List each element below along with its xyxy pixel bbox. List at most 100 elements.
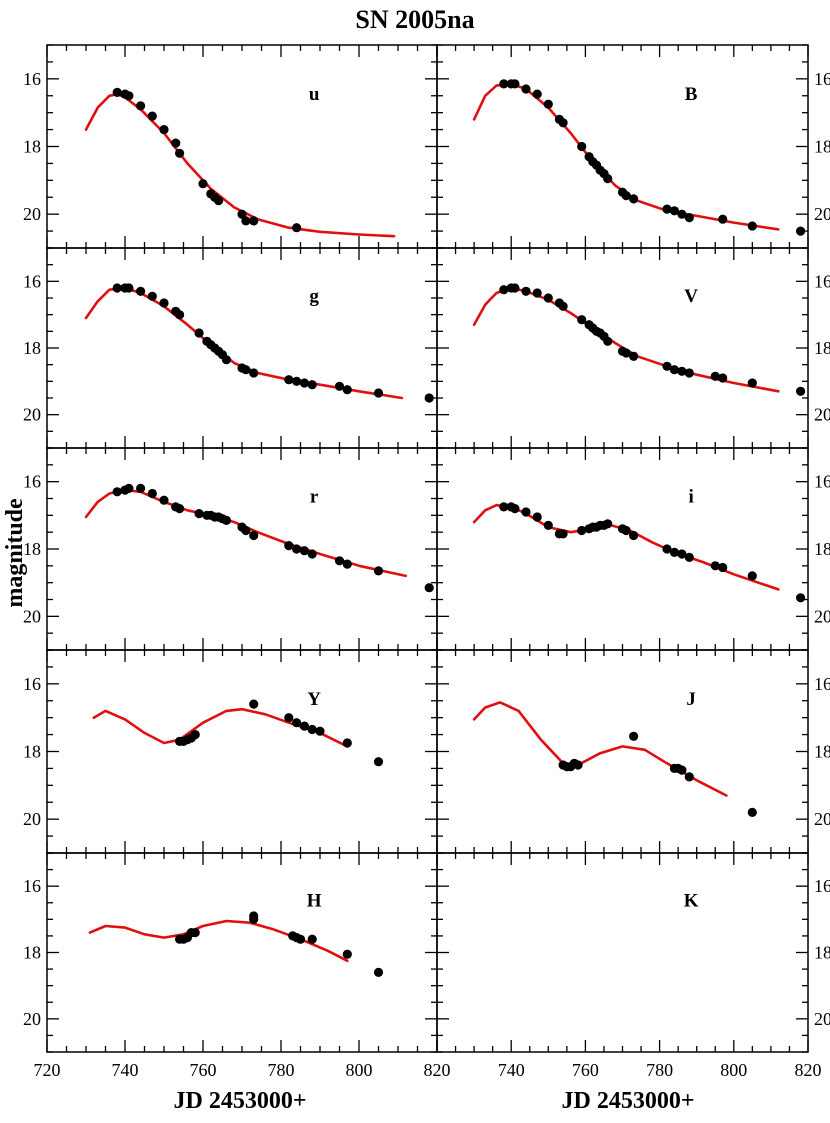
panel-g-data-point xyxy=(194,328,204,338)
panel-K: 16 18 20 K xyxy=(436,852,830,1053)
y-tick-label: 20 xyxy=(814,809,830,829)
panel-r-data-point xyxy=(136,483,146,493)
panel-Y-fit-curve xyxy=(92,707,349,748)
panel-i-data-point xyxy=(677,549,687,559)
panel-J-fit-curve xyxy=(472,701,728,797)
panel-B-data-point xyxy=(629,194,639,204)
panel-V-data-point xyxy=(558,301,568,311)
panel-r-data-point xyxy=(249,530,259,541)
x-tick-label: 780 xyxy=(268,1060,295,1080)
panel-J-data-point xyxy=(747,807,757,818)
panel-g-data-point xyxy=(241,365,251,375)
panel-Y-data-point xyxy=(284,713,294,723)
panel-i-data-point xyxy=(510,504,520,514)
panel-u-data xyxy=(84,87,396,238)
panel-V-data-point xyxy=(543,293,553,303)
panel-H-data-point xyxy=(373,967,384,978)
panel-H-data-point xyxy=(295,934,306,944)
panel-u-data-point xyxy=(241,216,251,226)
y-tick-label: 16 xyxy=(814,674,830,694)
panel-Y-data-point xyxy=(373,757,384,767)
y-tick-label: 20 xyxy=(814,606,830,626)
y-tick-label: 20 xyxy=(23,405,41,425)
panel-u-data-point xyxy=(159,125,169,135)
panel-g-fit-curve xyxy=(84,286,404,400)
panel-r-data-point xyxy=(221,515,231,526)
x-tick-label: 760 xyxy=(572,1060,599,1080)
panel-K-frame xyxy=(436,852,809,1053)
panel-i-frame xyxy=(436,447,809,651)
y-tick-label: 18 xyxy=(23,742,41,762)
panel-H-data-point xyxy=(342,949,352,959)
panel-B-data-point xyxy=(684,213,694,223)
y-tick-label: 18 xyxy=(814,137,830,157)
panel-g-data-point xyxy=(124,283,134,293)
y-tick-label: 18 xyxy=(23,943,41,963)
y-tick-label: 18 xyxy=(814,943,830,963)
panel-g-data-point xyxy=(292,376,302,386)
y-tick-label: 16 xyxy=(23,69,41,89)
panel-g-data-point xyxy=(147,291,157,301)
panel-i-data-point xyxy=(621,525,631,536)
panel-B-data-point xyxy=(577,141,587,152)
panel-V-data-point xyxy=(532,288,542,298)
panel-V-data-point xyxy=(499,285,509,295)
panel-u-data-point xyxy=(124,91,134,101)
panel-r-data-point xyxy=(284,541,294,551)
panel-u-data-point xyxy=(292,223,302,233)
panel-Y-data-point xyxy=(315,726,325,736)
y-tick-label: 18 xyxy=(23,137,41,157)
panel-B-data-point xyxy=(543,99,553,109)
panel-K-band-label: K xyxy=(684,891,699,912)
panel-g-data-point xyxy=(307,380,317,390)
panel-i-fit-curve xyxy=(472,503,780,591)
panel-g-data-point xyxy=(112,283,122,293)
panel-r-data-point xyxy=(175,504,185,514)
panel-u-data-point xyxy=(147,111,157,121)
panel-i-data-point xyxy=(669,547,680,558)
panel-r-data-point xyxy=(299,546,309,556)
panel-r-data xyxy=(84,483,434,593)
panel-Y-data-point xyxy=(307,724,317,735)
panel-g: 16 18 20 g xyxy=(23,247,438,449)
panel-B-data-point xyxy=(521,84,531,94)
y-tick-label: 16 xyxy=(23,271,41,291)
panel-V-band-label: V xyxy=(684,286,698,307)
x-tick-label: 800 xyxy=(720,1060,747,1080)
panel-B-frame xyxy=(436,44,809,249)
y-tick-label: 16 xyxy=(23,472,41,492)
panel-B-data-point xyxy=(558,118,568,128)
x-tick-label: 760 xyxy=(190,1060,217,1080)
panel-g-data-point xyxy=(342,385,352,395)
panel-Y-data-point xyxy=(292,718,302,728)
panel-i-data-point xyxy=(577,525,587,536)
panel-g-data-point xyxy=(159,298,169,308)
x-axis-title-left: JD 2453000+ xyxy=(173,1088,306,1114)
panel-r-data-point xyxy=(124,483,134,493)
y-axis-title: magnitude xyxy=(2,498,28,608)
panel-u-data-point xyxy=(249,216,259,226)
panel-B-data-point xyxy=(718,214,728,224)
y-tick-label: 18 xyxy=(23,338,41,358)
panel-r-data-point xyxy=(194,508,204,519)
x-tick-label: 820 xyxy=(795,1060,822,1080)
panel-g-data-point xyxy=(334,381,345,391)
panel-Y-data-point xyxy=(249,699,259,709)
panel-g-data-point xyxy=(373,388,384,398)
panel-g-data-point xyxy=(136,286,146,296)
y-tick-label: 20 xyxy=(23,1009,41,1029)
panel-r-data-point xyxy=(112,487,122,497)
y-tick-label: 18 xyxy=(23,539,41,559)
panel-V-data-point xyxy=(710,371,720,381)
panel-V-fit-curve xyxy=(472,286,780,393)
panel-r-data-point xyxy=(241,525,251,536)
panel-i-data-point xyxy=(603,519,613,529)
panel-V-data-point xyxy=(621,348,631,358)
panel-J-band-label: J xyxy=(686,689,696,710)
panel-r: 16 18 20 r xyxy=(23,447,438,651)
panel-B-data-point xyxy=(510,79,520,89)
chart-title: SN 2005na xyxy=(355,5,474,34)
panel-J: 16 18 20 J xyxy=(436,649,830,854)
panel-V-data-point xyxy=(510,283,520,293)
